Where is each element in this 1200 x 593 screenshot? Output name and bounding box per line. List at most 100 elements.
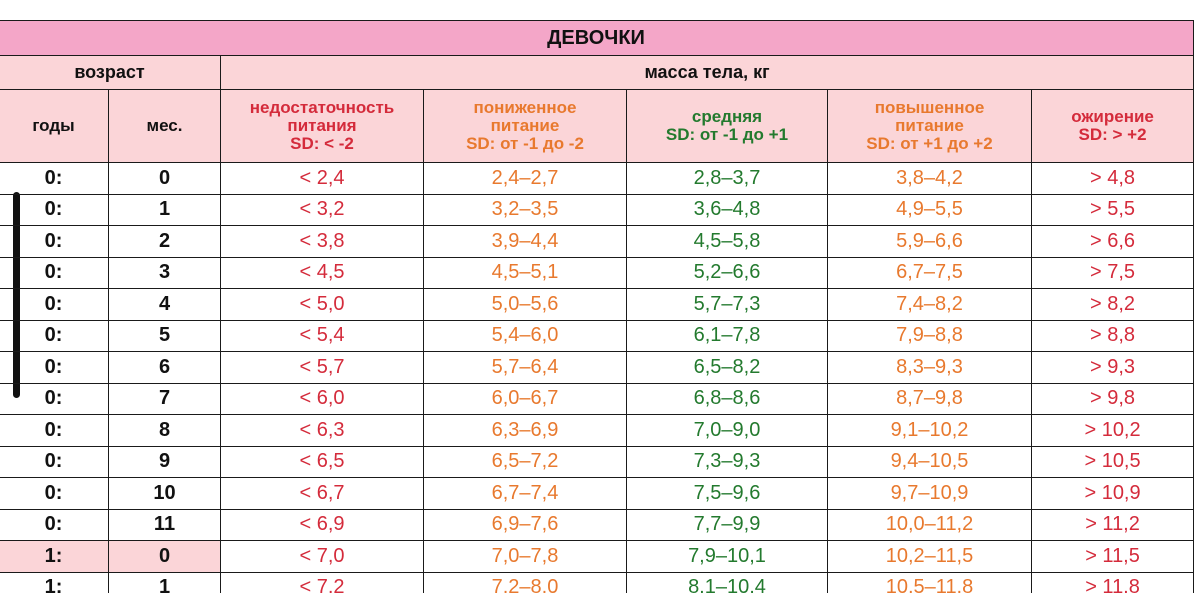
year-cell: 0: bbox=[0, 414, 109, 447]
table-row: 0: 3 < 4,5 4,5–5,1 5,2–6,6 6,7–7,5 > 7,5 bbox=[0, 256, 1195, 289]
year-cell: 0: bbox=[0, 225, 109, 258]
increased-cell: 3,8–4,2 bbox=[827, 162, 1032, 195]
undernutrition-cell: < 6,0 bbox=[220, 382, 424, 415]
average-cell: 3,6–4,8 bbox=[626, 193, 828, 226]
average-cell: 6,1–7,8 bbox=[626, 319, 828, 352]
undernutrition-cell: < 5,4 bbox=[220, 319, 424, 352]
increased-cell: 7,4–8,2 bbox=[827, 288, 1032, 321]
average-cell: 7,7–9,9 bbox=[626, 508, 828, 541]
reduced-cell: 3,9–4,4 bbox=[423, 225, 627, 258]
category-line: ожирение bbox=[1071, 107, 1154, 126]
obesity-cell: > 8,2 bbox=[1030, 288, 1195, 321]
year-cell: 0: bbox=[0, 445, 109, 478]
category-line: пониженное bbox=[473, 98, 577, 117]
reduced-cell: 7,0–7,8 bbox=[423, 540, 627, 573]
month-cell: 7 bbox=[108, 382, 221, 415]
reduced-cell: 2,4–2,7 bbox=[423, 162, 627, 195]
undernutrition-cell: < 6,3 bbox=[220, 414, 424, 447]
year-cell: 0: bbox=[0, 508, 109, 541]
category-line: SD: от -1 до +1 bbox=[665, 125, 789, 144]
average-cell: 7,5–9,6 bbox=[626, 477, 828, 510]
obesity-cell: > 6,6 bbox=[1030, 225, 1195, 258]
reduced-cell: 6,3–6,9 bbox=[423, 414, 627, 447]
average-cell: 2,8–3,7 bbox=[626, 162, 828, 195]
increased-cell: 9,1–10,2 bbox=[827, 414, 1032, 447]
obesity-cell: > 9,8 bbox=[1030, 382, 1195, 415]
table-row: 0: 6 < 5,7 5,7–6,4 6,5–8,2 8,3–9,3 > 9,3 bbox=[0, 351, 1195, 384]
increased-cell: 7,9–8,8 bbox=[827, 319, 1032, 352]
category-line: SD: от -1 до -2 bbox=[466, 134, 584, 153]
category-header-reduced: пониженное питание SD: от -1 до -2 bbox=[423, 89, 627, 163]
month-cell: 8 bbox=[108, 414, 221, 447]
year-cell: 0: bbox=[0, 162, 109, 195]
category-line: SD: > +2 bbox=[1078, 125, 1147, 144]
reduced-cell: 5,4–6,0 bbox=[423, 319, 627, 352]
reduced-cell: 3,2–3,5 bbox=[423, 193, 627, 226]
table-row: 0: 9 < 6,5 6,5–7,2 7,3–9,3 9,4–10,5 > 10,5 bbox=[0, 445, 1195, 478]
category-header-undernutrition: недостаточность питания SD: < -2 bbox=[220, 89, 424, 163]
age-header: возраст bbox=[0, 55, 221, 90]
year-cell: 0: bbox=[0, 382, 109, 415]
category-header-average: средняя SD: от -1 до +1 bbox=[626, 89, 828, 163]
category-line: повышенное bbox=[874, 98, 985, 117]
average-cell: 4,5–5,8 bbox=[626, 225, 828, 258]
undernutrition-cell: < 4,5 bbox=[220, 256, 424, 289]
month-cell: 0 bbox=[108, 162, 221, 195]
undernutrition-cell: < 6,5 bbox=[220, 445, 424, 478]
category-header-obesity: ожирение SD: > +2 bbox=[1030, 89, 1195, 163]
table-row: 0: 1 < 3,2 3,2–3,5 3,6–4,8 4,9–5,5 > 5,5 bbox=[0, 193, 1195, 226]
obesity-cell: > 11,2 bbox=[1030, 508, 1195, 541]
category-line: питание bbox=[895, 116, 964, 135]
table-body: 0: 0 < 2,4 2,4–2,7 2,8–3,7 3,8–4,2 > 4,8 0: 1 < 3… bbox=[0, 162, 1195, 593]
category-line: питание bbox=[490, 116, 560, 135]
increased-cell: 10,5–11,8 bbox=[827, 571, 1032, 593]
undernutrition-cell: < 6,7 bbox=[220, 477, 424, 510]
undernutrition-cell: < 7,2 bbox=[220, 571, 424, 593]
average-cell: 7,9–10,1 bbox=[626, 540, 828, 573]
reduced-cell: 5,0–5,6 bbox=[423, 288, 627, 321]
table-row: 0: 4 < 5,0 5,0–5,6 5,7–7,3 7,4–8,2 > 8,2 bbox=[0, 288, 1195, 321]
reduced-cell: 6,0–6,7 bbox=[423, 382, 627, 415]
reduced-cell: 6,7–7,4 bbox=[423, 477, 627, 510]
average-cell: 7,0–9,0 bbox=[626, 414, 828, 447]
reduced-cell: 6,5–7,2 bbox=[423, 445, 627, 478]
obesity-cell: > 9,3 bbox=[1030, 351, 1195, 384]
table-row: 1: 0 < 7,0 7,0–7,8 7,9–10,1 10,2–11,5 > 11,5 bbox=[0, 540, 1195, 573]
table-row: 0: 8 < 6,3 6,3–6,9 7,0–9,0 9,1–10,2 > 10,2 bbox=[0, 414, 1195, 447]
increased-cell: 5,9–6,6 bbox=[827, 225, 1032, 258]
year-cell: 0: bbox=[0, 193, 109, 226]
month-cell: 4 bbox=[108, 288, 221, 321]
reduced-cell: 6,9–7,6 bbox=[423, 508, 627, 541]
reduced-cell: 4,5–5,1 bbox=[423, 256, 627, 289]
category-line: средняя bbox=[691, 107, 763, 126]
increased-cell: 8,3–9,3 bbox=[827, 351, 1032, 384]
month-cell: 0 bbox=[108, 540, 221, 573]
year-cell: 0: bbox=[0, 256, 109, 289]
average-cell: 5,2–6,6 bbox=[626, 256, 828, 289]
category-line: SD: < -2 bbox=[290, 134, 354, 153]
obesity-cell: > 8,8 bbox=[1030, 319, 1195, 352]
months-header: мес. bbox=[108, 89, 221, 163]
month-cell: 1 bbox=[108, 193, 221, 226]
obesity-cell: > 10,2 bbox=[1030, 414, 1195, 447]
year-cell: 0: bbox=[0, 477, 109, 510]
increased-cell: 9,4–10,5 bbox=[827, 445, 1032, 478]
undernutrition-cell: < 5,7 bbox=[220, 351, 424, 384]
table-row: 0: 2 < 3,8 3,9–4,4 4,5–5,8 5,9–6,6 > 6,6 bbox=[0, 225, 1195, 258]
month-cell: 6 bbox=[108, 351, 221, 384]
obesity-cell: > 7,5 bbox=[1030, 256, 1195, 289]
average-cell: 8,1–10,4 bbox=[626, 571, 828, 593]
undernutrition-cell: < 3,8 bbox=[220, 225, 424, 258]
average-cell: 5,7–7,3 bbox=[626, 288, 828, 321]
years-header: годы bbox=[0, 89, 109, 163]
increased-cell: 4,9–5,5 bbox=[827, 193, 1032, 226]
table-row: 1: 1 < 7,2 7,2–8,0 8,1–10,4 10,5–11,8 > 11,8 bbox=[0, 571, 1195, 593]
table-row: 0: 0 < 2,4 2,4–2,7 2,8–3,7 3,8–4,2 > 4,8 bbox=[0, 162, 1195, 195]
table-row: 0: 5 < 5,4 5,4–6,0 6,1–7,8 7,9–8,8 > 8,8 bbox=[0, 319, 1195, 352]
increased-cell: 10,0–11,2 bbox=[827, 508, 1032, 541]
obesity-cell: > 11,5 bbox=[1030, 540, 1195, 573]
category-line: SD: от +1 до +2 bbox=[866, 134, 993, 153]
table-row: 0: 10 < 6,7 6,7–7,4 7,5–9,6 9,7–10,9 > 10,9 bbox=[0, 477, 1195, 510]
undernutrition-cell: < 5,0 bbox=[220, 288, 424, 321]
